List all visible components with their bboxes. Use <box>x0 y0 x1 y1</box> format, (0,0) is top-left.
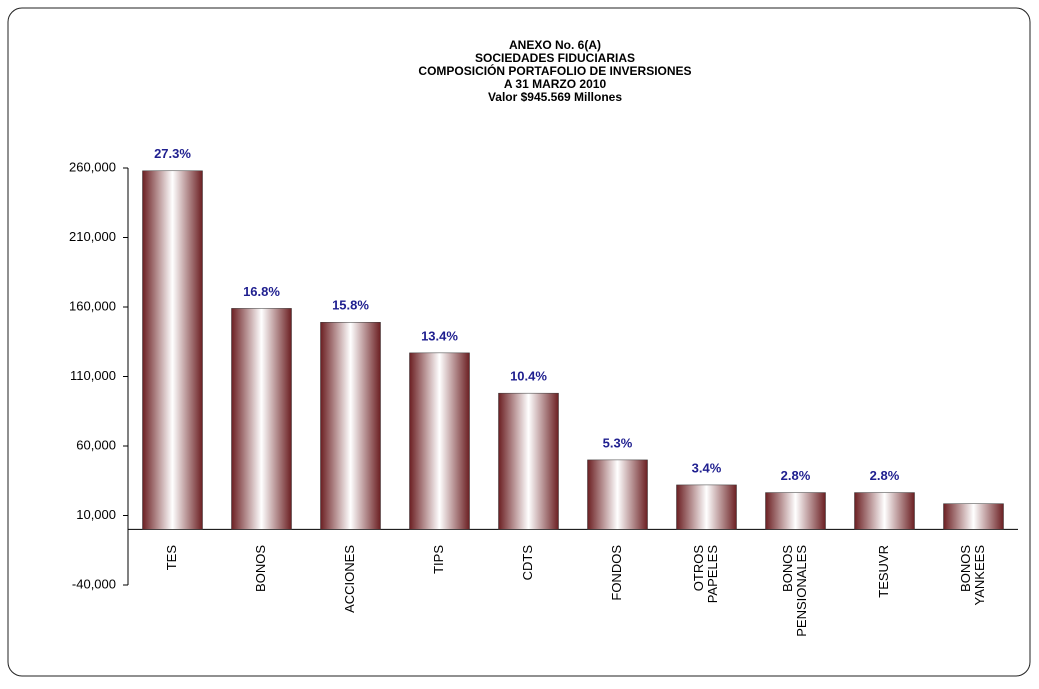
bar <box>854 492 915 530</box>
bar <box>142 170 203 530</box>
data-label: 5.3% <box>603 435 633 450</box>
data-label: 15.8% <box>332 298 369 313</box>
chart-title: COMPOSICIÓN PORTAFOLIO DE INVERSIONES <box>418 63 691 78</box>
data-label: 10.4% <box>510 369 547 384</box>
bar <box>765 492 826 530</box>
y-tick-label: 110,000 <box>70 368 116 383</box>
y-tick-label: 210,000 <box>69 229 116 244</box>
x-tick-label: FONDOS <box>609 545 624 601</box>
x-tick-label: TIPS <box>431 545 446 574</box>
x-tick-label: YANKEES <box>972 545 987 606</box>
data-label: 2.8% <box>870 468 900 483</box>
x-tick-label: PENSIONALES <box>794 545 809 637</box>
x-tick-label: TESUVR <box>876 545 891 598</box>
chart-title: SOCIEDADES FIDUCIARIAS <box>475 51 635 65</box>
x-tick-label: BONOS <box>958 545 973 592</box>
x-tick-label: PAPELES <box>705 545 720 604</box>
chart-title: Valor $945.569 Millones <box>488 90 622 104</box>
y-tick-label: 260,000 <box>69 159 116 174</box>
bar <box>676 484 737 530</box>
x-tick-label: ACCIONES <box>342 545 357 613</box>
bar <box>320 322 381 530</box>
y-tick-label: -40,000 <box>72 576 116 591</box>
x-tick-label: OTROS <box>691 545 706 592</box>
data-label: 27.3% <box>154 146 191 161</box>
y-tick-label: 160,000 <box>69 298 116 313</box>
bar <box>409 352 470 530</box>
bar <box>943 503 1004 530</box>
x-tick-label: TES <box>164 545 179 571</box>
bar <box>231 308 292 530</box>
data-label: 16.8% <box>243 284 280 299</box>
x-tick-label: BONOS <box>253 545 268 592</box>
data-label: 13.4% <box>421 328 458 343</box>
y-tick-label: 10,000 <box>76 507 116 522</box>
bar <box>498 392 559 530</box>
data-label: 3.4% <box>692 460 722 475</box>
data-label: 2.8% <box>781 468 811 483</box>
bar <box>587 459 648 530</box>
x-tick-label: BONOS <box>780 545 795 592</box>
chart-title: A 31 MARZO 2010 <box>504 77 607 91</box>
x-tick-label: CDTS <box>520 545 535 581</box>
chart-title: ANEXO No. 6(A) <box>509 38 601 52</box>
y-tick-label: 60,000 <box>76 437 116 452</box>
